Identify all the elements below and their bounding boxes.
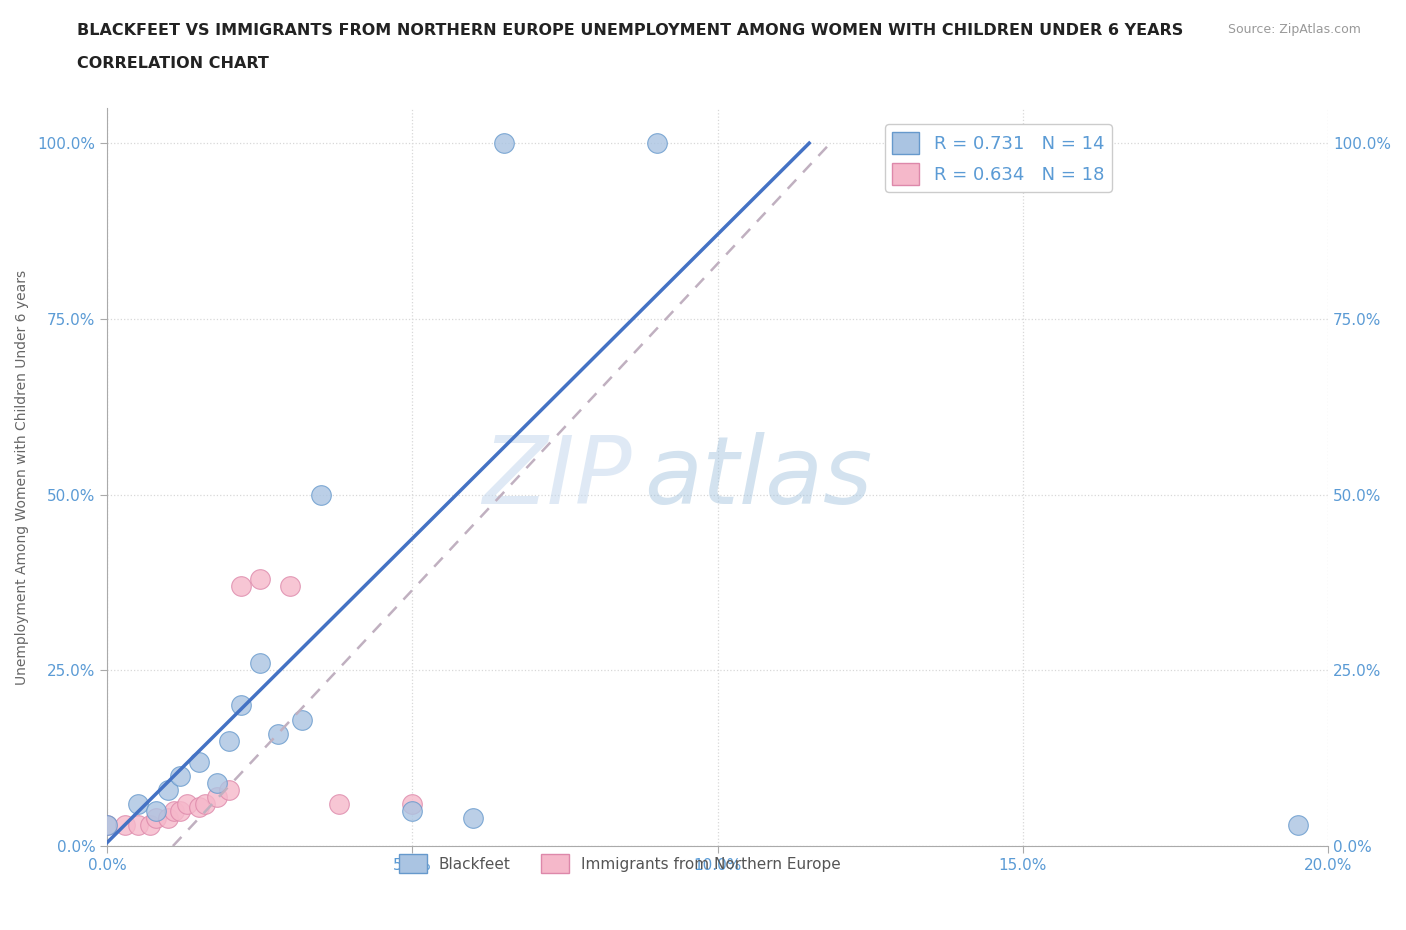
Text: CORRELATION CHART: CORRELATION CHART (77, 56, 269, 71)
Point (249, 572, 271, 587)
Point (309, 487, 332, 502)
Point (114, 817, 136, 832)
Point (328, 796, 350, 811)
Point (127, 796, 149, 811)
Point (139, 817, 162, 832)
Point (163, 804, 186, 818)
Point (231, 698, 253, 713)
Point (127, 817, 149, 832)
Text: Source: ZipAtlas.com: Source: ZipAtlas.com (1227, 23, 1361, 36)
Point (194, 796, 217, 811)
Point (401, 796, 423, 811)
Point (492, 136, 515, 151)
Legend: Blackfeet, Immigrants from Northern Europe: Blackfeet, Immigrants from Northern Euro… (394, 848, 846, 879)
Point (187, 754, 209, 769)
Point (278, 578, 301, 593)
Point (1286, 817, 1309, 832)
Point (96, 817, 118, 832)
Point (96, 817, 118, 832)
Point (218, 782, 240, 797)
Text: ZIP: ZIP (482, 432, 633, 523)
Point (205, 776, 228, 790)
Point (187, 800, 209, 815)
Point (231, 578, 253, 593)
Point (401, 804, 423, 818)
Point (218, 733, 240, 748)
Point (145, 804, 167, 818)
Text: BLACKFEET VS IMMIGRANTS FROM NORTHERN EUROPE UNEMPLOYMENT AMONG WOMEN WITH CHILD: BLACKFEET VS IMMIGRANTS FROM NORTHERN EU… (77, 23, 1184, 38)
Y-axis label: Unemployment Among Women with Children Under 6 years: Unemployment Among Women with Children U… (15, 270, 30, 684)
Point (157, 811, 180, 826)
Point (291, 712, 314, 727)
Point (645, 136, 668, 151)
Point (205, 790, 228, 804)
Point (169, 804, 191, 818)
Point (267, 726, 290, 741)
Point (176, 796, 198, 811)
Point (169, 768, 191, 783)
Point (145, 811, 167, 826)
Point (463, 811, 485, 826)
Point (157, 782, 180, 797)
Point (249, 656, 271, 671)
Text: atlas: atlas (644, 432, 873, 523)
